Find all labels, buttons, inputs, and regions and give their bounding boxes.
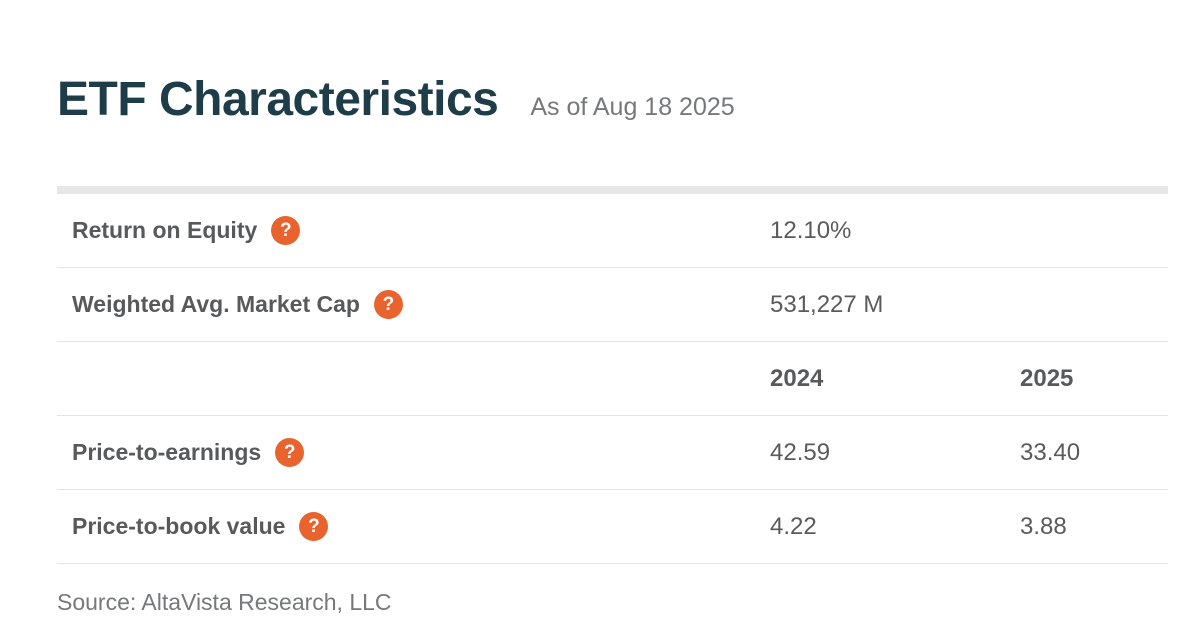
page-header: ETF Characteristics As of Aug 18 2025 <box>57 0 1168 124</box>
row-value: 12.10% <box>770 216 852 244</box>
question-mark-icon[interactable]: ? <box>275 438 305 467</box>
row-value-2024: 4.22 <box>770 512 817 540</box>
row-label-cell: Price-to-earnings ? <box>57 438 770 467</box>
row-label-cell: Return on Equity ? <box>57 216 770 245</box>
row-label-cell: Price-to-book value ? <box>57 512 770 541</box>
table-row-weighted-avg-market-cap: Weighted Avg. Market Cap ? 531,227 M <box>57 268 1168 342</box>
question-mark-icon[interactable]: ? <box>271 216 301 245</box>
row-label: Weighted Avg. Market Cap <box>72 291 360 317</box>
as-of-date: As of Aug 18 2025 <box>530 93 735 121</box>
page-title: ETF Characteristics <box>57 73 499 126</box>
question-mark-icon[interactable]: ? <box>373 290 403 319</box>
question-mark-icon[interactable]: ? <box>299 512 329 541</box>
table-top-rule <box>57 186 1168 194</box>
row-label-cell: Weighted Avg. Market Cap ? <box>57 290 770 319</box>
year-header-2024: 2024 <box>770 364 824 392</box>
row-value-2025: 33.40 <box>1020 438 1081 466</box>
row-label: Price-to-earnings <box>72 439 262 465</box>
source-attribution: Source: AltaVista Research, LLC <box>57 589 392 615</box>
table-row-price-to-earnings: Price-to-earnings ? 42.59 33.40 <box>57 416 1168 490</box>
row-value-2025: 3.88 <box>1020 512 1067 540</box>
table-row-price-to-book-value: Price-to-book value ? 4.22 3.88 <box>57 490 1168 564</box>
row-value: 531,227 M <box>770 290 884 318</box>
characteristics-table: Return on Equity ? 12.10% Weighted Avg. … <box>57 186 1168 564</box>
row-label: Price-to-book value <box>72 513 286 539</box>
content-area: ETF Characteristics As of Aug 18 2025 Re… <box>57 0 1168 615</box>
table-row-year-headers: 2024 2025 <box>57 342 1168 416</box>
year-header-2025: 2025 <box>1020 364 1074 392</box>
table-row-return-on-equity: Return on Equity ? 12.10% <box>57 194 1168 268</box>
row-value-2024: 42.59 <box>770 438 831 466</box>
row-label: Return on Equity <box>72 217 258 243</box>
